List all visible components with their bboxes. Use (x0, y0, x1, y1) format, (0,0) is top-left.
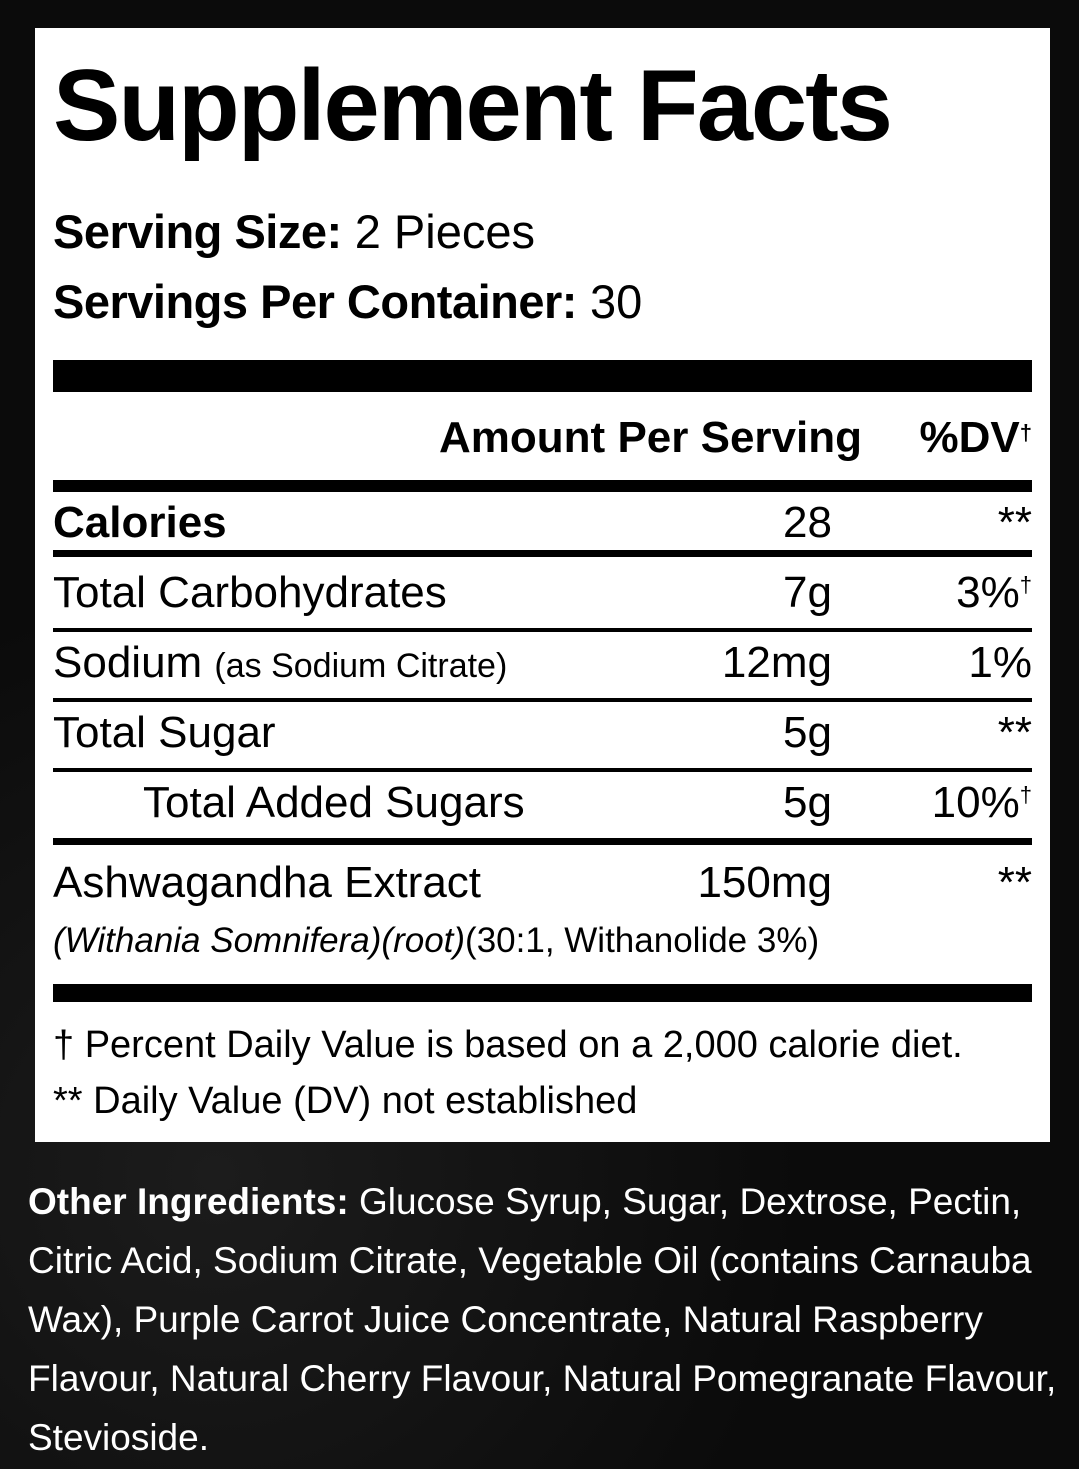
servings-label: Servings Per Container: (53, 275, 577, 328)
row-amount: 5g (783, 708, 832, 757)
row-amount: 12mg (721, 638, 832, 687)
row-amount: 7g (783, 568, 832, 617)
row-name: Sodium (as Sodium Citrate) (53, 638, 507, 691)
dv-header-text: %DV (919, 413, 1020, 462)
table-row: Sodium (as Sodium Citrate) 12mg 1% (53, 638, 1032, 688)
dagger-mark: † (1019, 782, 1032, 807)
row-dv-value: 3% (956, 568, 1020, 617)
row-dv: 10%† (932, 778, 1032, 828)
row-name: Calories (53, 498, 227, 547)
other-ingredients-label: Other Ingredients: (28, 1181, 349, 1222)
divider (53, 838, 1032, 845)
table-row: Calories 28 ** (53, 498, 1032, 548)
serving-size: Serving Size: 2 Pieces (53, 208, 535, 255)
row-dv: ** (997, 708, 1032, 757)
row-dv: ** (997, 498, 1032, 547)
serving-size-label: Serving Size: (53, 205, 342, 258)
row-amount: 5g (783, 778, 832, 827)
table-row: Total Added Sugars 5g 10%† (53, 778, 1032, 828)
divider-thick (53, 984, 1032, 1002)
footnote-not-established: ** Daily Value (DV) not established (53, 1080, 638, 1122)
dv-header: %DV† (920, 416, 1033, 460)
row-dv: 3%† (956, 568, 1032, 618)
divider-thick (53, 360, 1032, 392)
divider (53, 628, 1032, 632)
row-amount: 150mg (697, 858, 832, 907)
other-ingredients-text: Glucose Syrup, Sugar, Dextrose, Pectin, … (28, 1181, 1057, 1458)
row-name-text: Sodium (53, 638, 203, 687)
servings-per-container: Servings Per Container: 30 (53, 278, 642, 325)
row-dv: ** (997, 858, 1032, 907)
table-row: Total Sugar 5g ** (53, 708, 1032, 758)
row-amount: 28 (783, 498, 832, 547)
divider (53, 480, 1032, 492)
row-dv-value: 10% (931, 778, 1020, 827)
servings-value: 30 (590, 275, 643, 328)
table-row: Ashwagandha Extract 150mg ** (53, 858, 1032, 908)
divider (53, 550, 1032, 557)
extract-ratio: (30:1, Withanolide 3%) (465, 921, 820, 960)
row-name: Total Carbohydrates (53, 568, 447, 617)
dagger-mark: † (1019, 572, 1032, 597)
row-name: Ashwagandha Extract (53, 858, 482, 907)
panel-title: Supplement Facts (53, 50, 893, 162)
divider (53, 698, 1032, 702)
serving-size-value: 2 Pieces (354, 205, 535, 258)
row-name: Total Added Sugars (143, 778, 525, 827)
footnote-dv: † Percent Daily Value is based on a 2,00… (53, 1024, 963, 1066)
row-note: (as Sodium Citrate) (214, 647, 508, 685)
supplement-facts-panel: Supplement Facts Serving Size: 2 Pieces … (35, 28, 1050, 1142)
row-dv: 1% (968, 638, 1032, 687)
other-ingredients: Other Ingredients: Glucose Syrup, Sugar,… (28, 1172, 1058, 1467)
amount-header: Amount Per Serving (439, 413, 862, 462)
dagger-mark: † (1019, 420, 1032, 445)
botanical-name: (Withania Somnifera)(root) (53, 921, 466, 960)
table-row: Total Carbohydrates 7g 3%† (53, 568, 1032, 618)
row-name: Total Sugar (53, 708, 276, 757)
divider (53, 768, 1032, 772)
ashwagandha-subtext: (Withania Somnifera)(root)(30:1, Withano… (53, 923, 819, 958)
